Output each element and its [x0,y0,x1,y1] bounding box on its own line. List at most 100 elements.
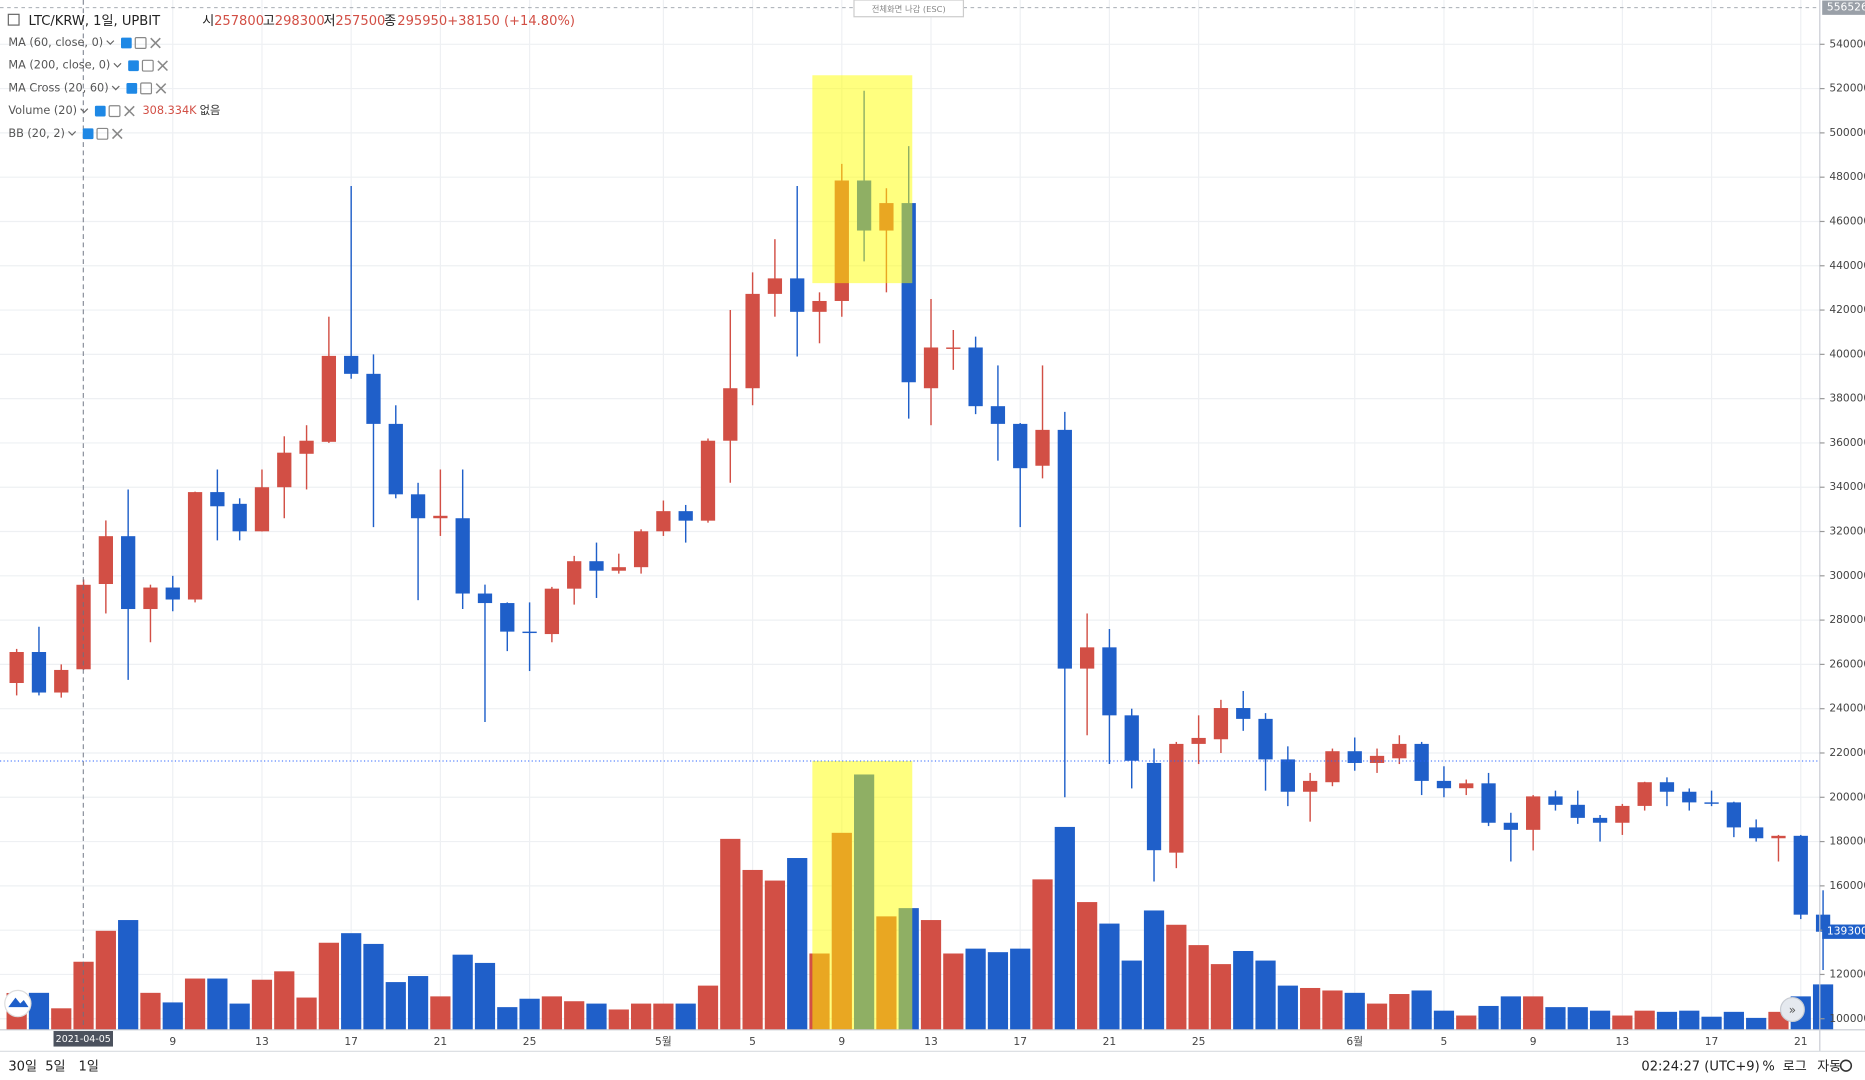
volume-bar [1366,1003,1388,1030]
candle-body [1414,743,1429,781]
scroll-button[interactable] [1779,996,1805,1023]
legend-settings[interactable] [134,37,147,49]
volume-bar [1500,996,1521,1030]
volume-bar [28,992,50,1030]
axes: 1000001200001400001600001800002000002200… [0,0,1865,1048]
legend-caret [111,85,120,91]
candle-body [1079,647,1095,669]
candle-body [98,536,113,585]
range-button[interactable]: 5일 [45,1058,65,1074]
indicator-name[interactable]: MA Cross (20, 60) [8,80,108,94]
legend-settings[interactable] [108,105,121,118]
candle-body [232,503,247,532]
candle-body [1793,835,1808,915]
legend-close[interactable] [111,128,123,140]
candle-body [1258,718,1273,760]
legend-close[interactable] [155,83,167,94]
settings-icon[interactable] [1839,1059,1853,1072]
indicator-name[interactable]: BB (20, 2) [8,126,65,140]
logo-mark [8,997,29,1008]
volume-bar [764,880,786,1030]
candle-body [567,561,582,589]
indicator-name[interactable]: Volume (20) [8,103,77,117]
candle-body [143,587,158,610]
volume-bar [430,996,451,1030]
volume-bar [497,1007,518,1030]
x-tick-label: 5 [749,1035,756,1048]
volume-bar [207,978,228,1030]
legend-settings[interactable] [96,127,109,140]
volume-bar [1523,996,1544,1030]
candle-body [1749,827,1764,839]
volume-bar [118,920,139,1030]
legend-eye[interactable] [128,60,139,72]
ohlc-value: 257800 [214,14,264,29]
fullscreen-label[interactable]: 전체화면 나감 (ESC) [872,4,946,14]
indicator-name[interactable]: MA (200, close, 0) [8,58,110,72]
legend-close[interactable] [157,60,168,72]
legend-eye[interactable] [121,37,132,49]
volume-bar [1545,1007,1566,1030]
ohlc-value: 298300 [275,14,325,29]
volume-bar [184,978,206,1030]
scale-option[interactable]: 자동 [1817,1058,1841,1074]
scroll-icon[interactable]: » [1789,1003,1796,1017]
candle-body [1771,835,1786,839]
scale-option[interactable]: % [1762,1059,1774,1074]
volume-bar [1723,1011,1744,1030]
indicator-legend: MA (60, close, 0) MA (200, close, 0) MA Cr… [8,35,220,140]
last-price-tag [1822,924,1865,939]
legend-eye[interactable] [126,83,138,94]
volume-bar [1389,994,1410,1030]
candle-body [121,536,136,610]
legend-settings[interactable] [140,82,153,95]
ohlc-value: 257500 [335,14,385,29]
y-tick-label: 340000 [1829,480,1865,493]
candle-body [812,300,827,312]
candle-body [1459,783,1474,789]
indicator-name[interactable]: MA (60, close, 0) [8,35,103,49]
y-tick-label: 180000 [1829,835,1865,848]
legend-eye[interactable] [94,105,106,117]
candle-body [477,593,493,604]
range-button[interactable]: 1일 [79,1058,99,1074]
candle-body [1682,791,1697,803]
volume-bar [162,1002,183,1030]
scale-option[interactable]: 로그 [1783,1059,1807,1074]
range-button[interactable]: 30일 [8,1058,37,1074]
ohlc-key: 시 [202,14,214,29]
candle-body [254,487,270,532]
volume-bar [1077,902,1098,1030]
legend-settings[interactable] [141,59,154,72]
collapse-icon[interactable] [7,13,20,26]
y-tick-label: 420000 [1829,303,1865,316]
candle-body [1570,804,1585,818]
y-tick-label: 380000 [1829,392,1865,405]
volume-bar [1255,960,1276,1030]
candle-body [1102,647,1117,716]
legend-eye[interactable] [82,128,94,140]
legend-close[interactable] [124,105,135,117]
candle-body [299,440,314,454]
fullscreen-box[interactable] [853,0,965,18]
volume-bar [987,952,1009,1030]
candle-body [1526,796,1541,830]
y-tick-label: 540000 [1829,37,1865,50]
volume-bar [1166,924,1187,1030]
candle-body [1726,802,1742,828]
top-price-label: 556526 [1827,1,1865,14]
volume-bar [787,858,808,1030]
candle-body [1436,780,1452,789]
y-tick-label: 300000 [1829,569,1865,582]
volume-extra: 없음 [200,103,221,117]
y-tick-label: 440000 [1829,259,1865,272]
candle-body [745,293,760,389]
crosshair-date-box [53,1031,113,1047]
candle-body [767,278,783,294]
volume-bar [1143,910,1165,1030]
volume-bar [675,1003,696,1030]
candle-body [990,406,1006,424]
legend-close[interactable] [150,37,161,49]
volume-bar [1679,1010,1700,1030]
